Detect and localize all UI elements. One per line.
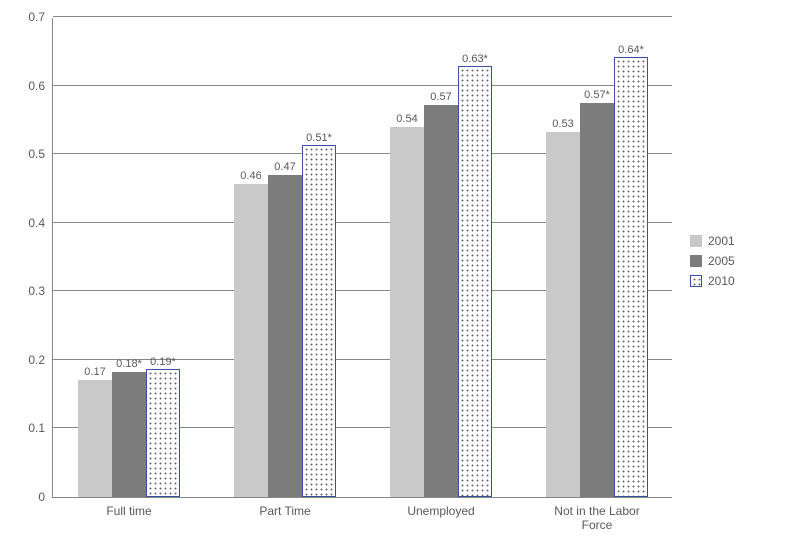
bar: 0.18* <box>112 372 146 497</box>
legend-item: 2005 <box>690 254 735 268</box>
bar: 0.53 <box>546 132 580 497</box>
y-tick-label: 0.3 <box>28 284 45 298</box>
category-label: Not in the Labor Force <box>546 497 648 532</box>
bar-value-label: 0.51* <box>306 132 332 146</box>
y-tick-label: 0.4 <box>28 216 45 230</box>
legend-label: 2001 <box>708 234 735 248</box>
bar-value-label: 0.54 <box>396 113 417 127</box>
bar: 0.64* <box>614 57 648 497</box>
category-label: Part Time <box>234 497 336 518</box>
y-tick-label: 0 <box>38 490 45 504</box>
bar: 0.19* <box>146 369 180 497</box>
category-label: Unemployed <box>390 497 492 518</box>
y-tick-label: 0.6 <box>28 79 45 93</box>
bar: 0.57* <box>580 103 614 497</box>
bar: 0.17 <box>78 380 112 497</box>
bar: 0.47 <box>268 175 302 497</box>
bar-group: 0.530.57*0.64*Not in the Labor Force <box>546 18 648 497</box>
bar-chart: 00.10.20.30.40.50.60.70.170.18*0.19*Full… <box>0 0 800 545</box>
bar: 0.57 <box>424 105 458 497</box>
y-tick-label: 0.7 <box>28 10 45 24</box>
bar: 0.46 <box>234 184 268 497</box>
bar-value-label: 0.53 <box>552 118 573 132</box>
bar: 0.63* <box>458 66 492 497</box>
bar-group: 0.170.18*0.19*Full time <box>78 18 180 497</box>
y-tick-label: 0.2 <box>28 353 45 367</box>
bar-value-label: 0.17 <box>84 366 105 380</box>
bar-group: 0.460.470.51*Part Time <box>234 18 336 497</box>
legend-item: 2001 <box>690 234 735 248</box>
legend-swatch <box>690 255 702 267</box>
legend-swatch <box>690 235 702 247</box>
bar-group: 0.540.570.63*Unemployed <box>390 18 492 497</box>
bar-value-label: 0.57 <box>430 91 451 105</box>
bar-value-label: 0.19* <box>150 356 176 370</box>
category-label: Full time <box>78 497 180 518</box>
bar-value-label: 0.63* <box>462 53 488 67</box>
gridline <box>53 16 672 17</box>
legend-label: 2010 <box>708 274 735 288</box>
bar-value-label: 0.47 <box>274 161 295 175</box>
plot-area: 00.10.20.30.40.50.60.70.170.18*0.19*Full… <box>52 18 672 498</box>
bar-value-label: 0.57* <box>584 89 610 103</box>
bar-value-label: 0.64* <box>618 44 644 58</box>
bar: 0.51* <box>302 145 336 497</box>
legend-item: 2010 <box>690 274 735 288</box>
bar-value-label: 0.46 <box>240 170 261 184</box>
legend-label: 2005 <box>708 254 735 268</box>
legend: 2001 2005 2010 <box>690 228 735 294</box>
legend-swatch <box>690 275 702 287</box>
bar: 0.54 <box>390 127 424 497</box>
bar-value-label: 0.18* <box>116 358 142 372</box>
y-tick-label: 0.5 <box>28 147 45 161</box>
y-tick-label: 0.1 <box>28 421 45 435</box>
